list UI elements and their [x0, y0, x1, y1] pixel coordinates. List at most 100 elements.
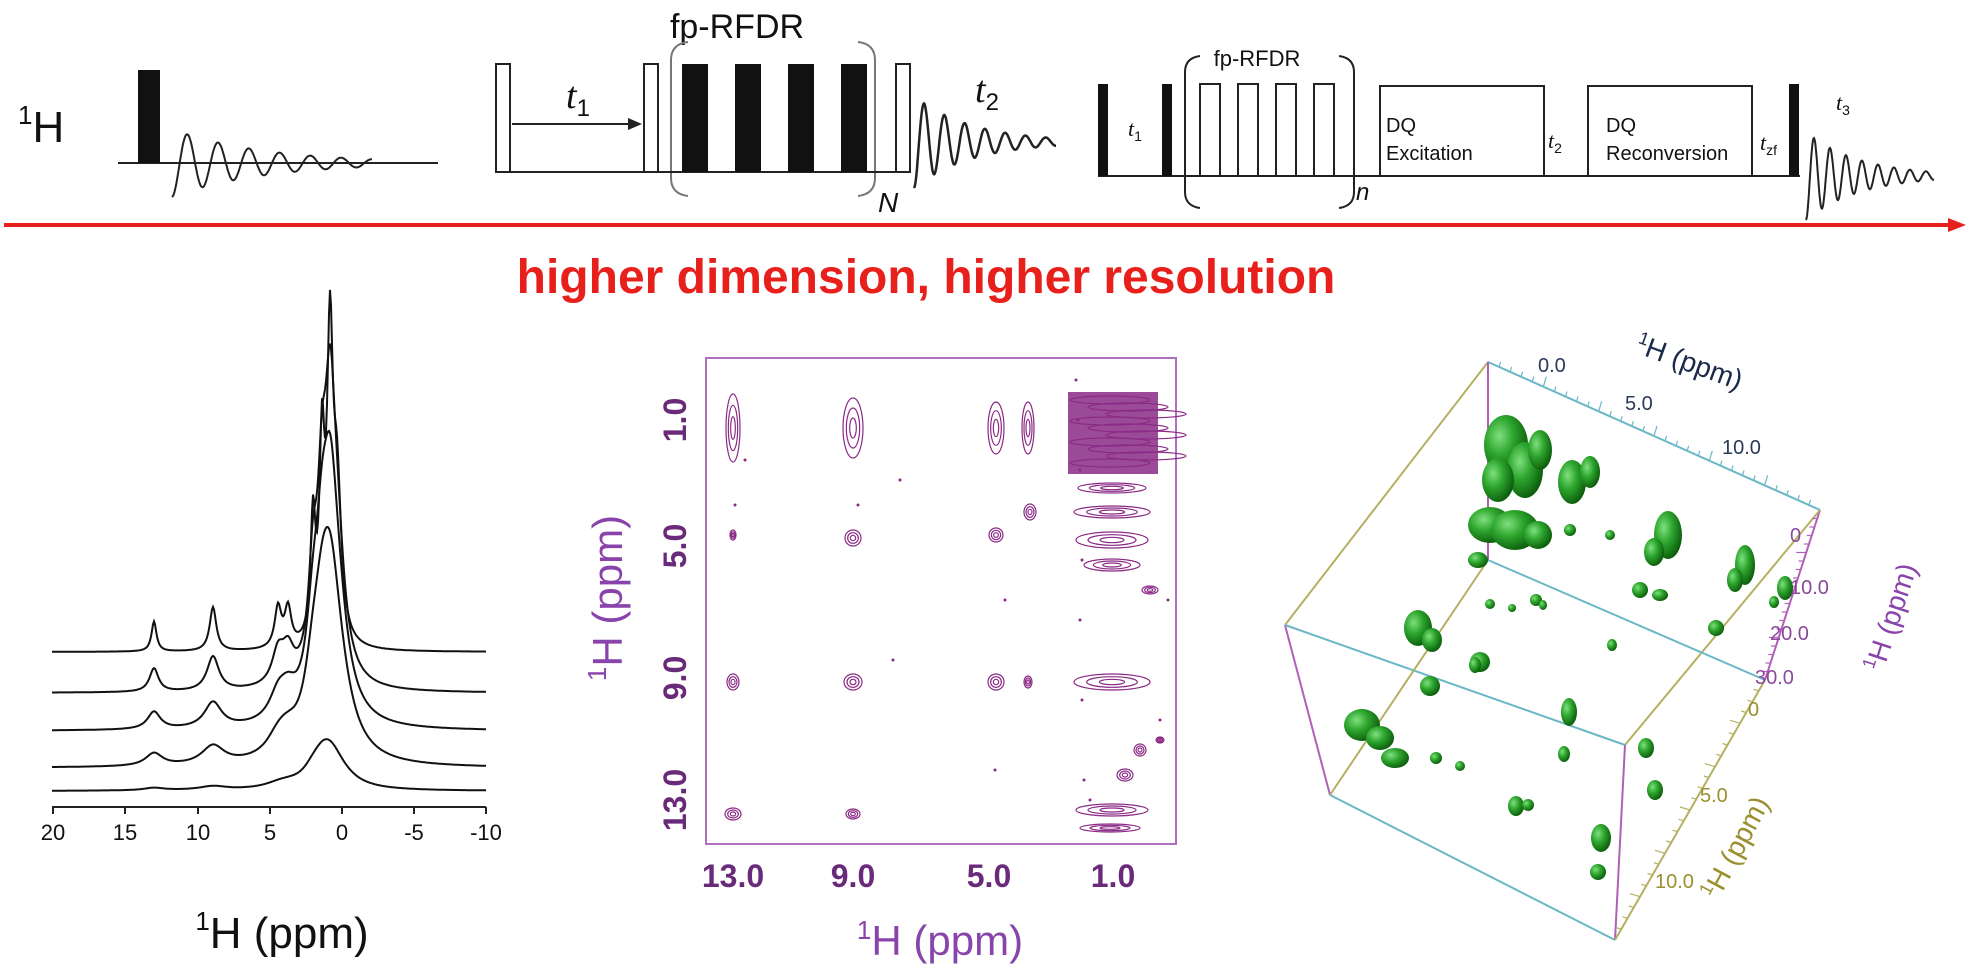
- tick-mark: [1575, 396, 1579, 402]
- axis-label-sup: 1: [195, 906, 209, 936]
- t1-label-2d: t1: [566, 75, 590, 122]
- contour-ring: [729, 529, 737, 541]
- tick-mark: [1703, 775, 1709, 779]
- right-axis-tick-label: 10.0: [1790, 577, 1829, 599]
- right-axis-tick-label: 30.0: [1755, 667, 1794, 689]
- contour-ring: [1021, 401, 1035, 455]
- contour-speck: [1082, 778, 1086, 782]
- arrow-caption: higher dimension, higher resolution: [517, 251, 1336, 304]
- tick-mark: [1704, 763, 1716, 768]
- contour-speck: [1076, 418, 1080, 422]
- progression-arrow: higher dimension, higher resolution: [4, 218, 1966, 304]
- tick-mark: [1672, 829, 1678, 833]
- tick-mark: [1609, 411, 1612, 417]
- t2-label-2d: t2: [975, 69, 999, 116]
- tick-mark: [1631, 420, 1634, 427]
- peak-blob: [1564, 524, 1576, 536]
- peak-blob: [1366, 726, 1394, 750]
- axis-label-text: H (ppm): [584, 515, 631, 667]
- tick-mark: [1598, 401, 1603, 412]
- contour-ring: [1155, 736, 1165, 744]
- contour-ring: [1026, 679, 1030, 685]
- contour-ring: [730, 531, 736, 539]
- y-tick-label: 13.0: [657, 769, 693, 831]
- right-axis-label: 1H (ppm): [1858, 559, 1923, 675]
- contour-ring: [844, 529, 862, 547]
- axis-label-text: H (ppm): [1641, 332, 1747, 396]
- axis-label-sup: 1: [582, 667, 612, 681]
- spectrum-1d-tick-marks: [52, 807, 487, 814]
- 2d-pulse-2: [643, 63, 659, 173]
- loop-bracket-left-3d: [1184, 55, 1201, 209]
- contour-ring: [727, 809, 739, 819]
- contour-ring: [1083, 558, 1141, 572]
- x-tick-label: 13.0: [702, 858, 764, 894]
- contour-ring: [1156, 737, 1164, 743]
- peak-blob: [1455, 761, 1465, 771]
- contour-speck: [1166, 598, 1170, 602]
- peak-blob: [1468, 552, 1488, 568]
- spectrum-1d: 20 15 10 5 0 -5 -10 1H (ppm): [41, 289, 502, 958]
- spectrum-1d-x-label: 1H (ppm): [195, 906, 368, 958]
- 3d-pulse-3: [1789, 84, 1799, 176]
- contour-ring: [849, 417, 857, 439]
- tick-mark: [1747, 699, 1753, 703]
- axis-label-sup: 1: [857, 915, 871, 945]
- tick-mark: [1678, 818, 1684, 822]
- peak-blob: [1590, 864, 1606, 880]
- 2d-pulse-3: [895, 63, 911, 173]
- pulse-sequence-3d: t1 fp-RFDR n DQ Excitation t2 DQ Reconve…: [1098, 46, 1935, 221]
- t1-subscript: 1: [577, 95, 590, 122]
- tick-mark: [1797, 494, 1800, 501]
- x-tick-label: 15: [113, 820, 137, 845]
- contour-speck: [993, 768, 997, 772]
- peak-blob: [1528, 430, 1552, 470]
- tick-mark: [1641, 883, 1647, 887]
- t1-subscript: 1: [1134, 128, 1142, 144]
- contour-ring: [1137, 747, 1143, 753]
- spectrum-trace: [52, 429, 486, 732]
- contour-ring: [849, 534, 857, 542]
- contour-ring: [990, 676, 1002, 688]
- tick-mark: [1531, 376, 1535, 382]
- t2-symbol: t: [975, 69, 987, 111]
- loop-bracket-right-3d: [1338, 55, 1355, 209]
- cube-edge: [1614, 744, 1626, 941]
- contour-ring: [849, 678, 857, 686]
- contour-ring: [730, 678, 736, 686]
- tick-mark: [1708, 450, 1713, 461]
- t3-label-3d: t3: [1836, 90, 1850, 118]
- spectrum-trace: [52, 289, 486, 653]
- contour-ring: [1024, 677, 1032, 687]
- x-tick-label: 0: [336, 820, 348, 845]
- peak-blob: [1727, 568, 1743, 592]
- contour-ring: [847, 810, 859, 818]
- contour-speck: [898, 478, 902, 482]
- peak-blob: [1605, 530, 1615, 540]
- contour-ring: [1023, 410, 1033, 446]
- dq-excitation-line2: Excitation: [1386, 143, 1473, 165]
- peak-blob: [1607, 639, 1617, 651]
- tick-mark: [1775, 485, 1778, 491]
- spectrum-trace: [52, 525, 486, 768]
- tick-mark: [1697, 450, 1701, 456]
- contour-ring: [1027, 508, 1033, 516]
- contour-speck: [1080, 558, 1084, 562]
- contour-ring: [1023, 675, 1033, 689]
- contour-ring: [724, 807, 742, 821]
- cube-edge: [1329, 559, 1489, 796]
- contour-ring: [1087, 534, 1137, 546]
- tick-mark: [1686, 445, 1690, 451]
- contour-ring: [843, 673, 863, 691]
- contour-speck: [733, 503, 737, 507]
- t1-symbol: t: [1128, 116, 1135, 141]
- contour-speck: [1003, 598, 1007, 602]
- t2-subscript: 2: [1554, 140, 1562, 156]
- top-axis-label: 1H (ppm): [1632, 328, 1747, 396]
- cube-edge: [1329, 794, 1616, 941]
- contour-ring: [1121, 772, 1129, 778]
- arrow-head: [1948, 218, 1966, 232]
- tick-mark: [1764, 475, 1769, 486]
- tick-mark: [1587, 401, 1590, 407]
